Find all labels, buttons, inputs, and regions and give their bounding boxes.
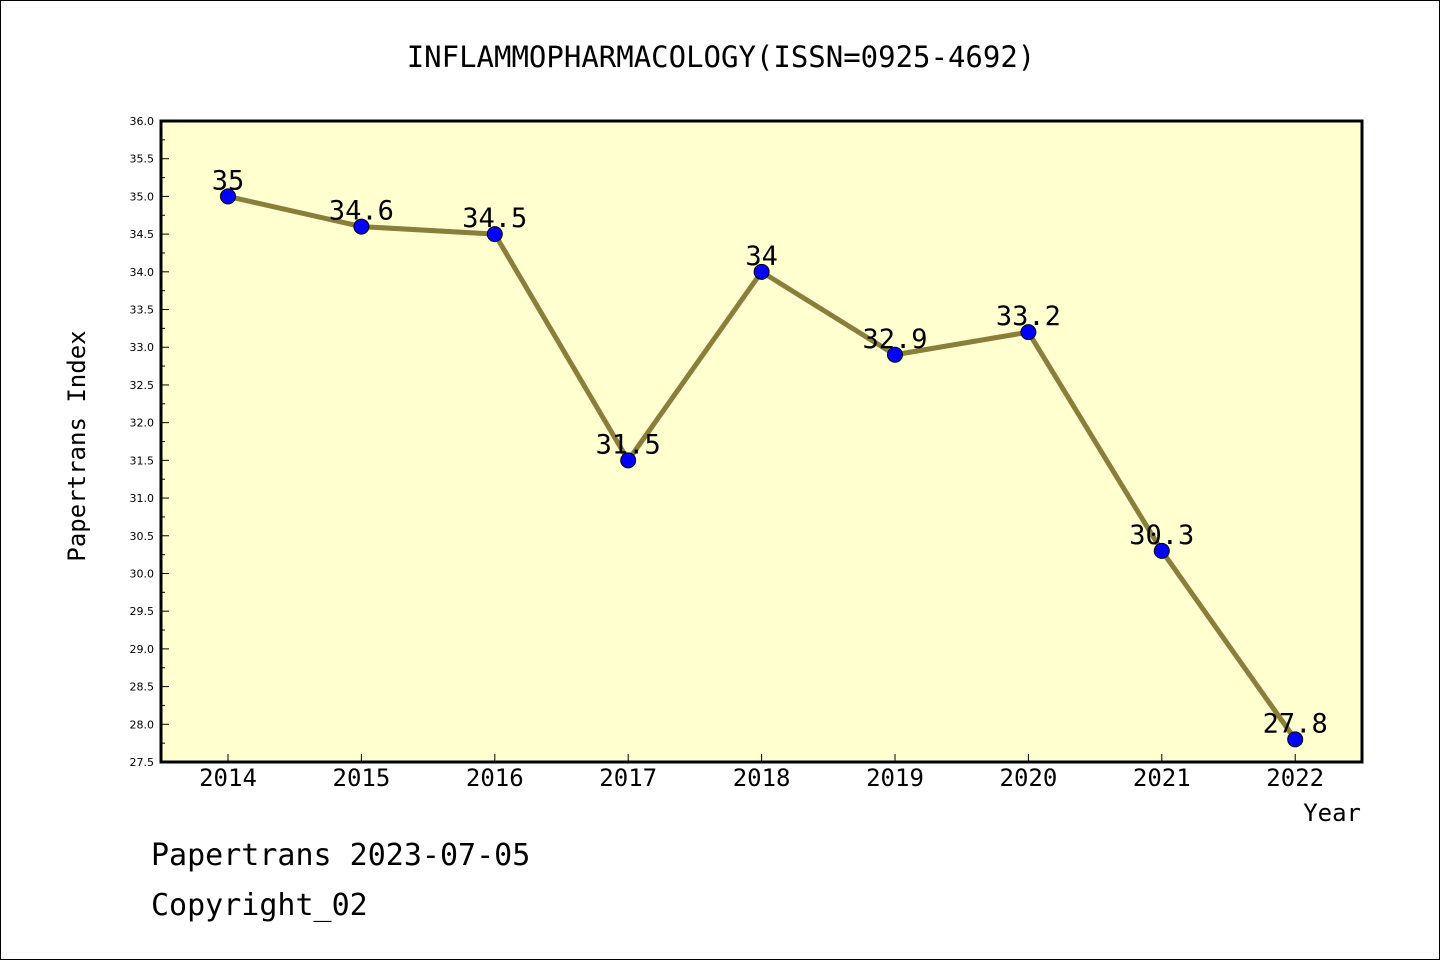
y-tick-label: 27.5 bbox=[130, 756, 155, 769]
x-axis-label: Year bbox=[1303, 799, 1361, 827]
y-axis: 27.5 28.0 28.5 29.0 29.5 30.0 30.5 31.0 31.5 32.0… bbox=[130, 115, 169, 769]
data-point bbox=[220, 188, 236, 205]
y-tick-label: 30.0 bbox=[130, 567, 155, 580]
x-tick-label: 2019 bbox=[866, 764, 924, 792]
y-tick-label: 35.0 bbox=[130, 190, 155, 203]
chart-title: INFLAMMOPHARMACOLOGY(ISSN=0925-4692) bbox=[407, 40, 1036, 74]
y-tick-label: 28.5 bbox=[130, 681, 155, 694]
point-label: 33.2 bbox=[996, 301, 1061, 332]
x-tick-label: 2017 bbox=[599, 764, 657, 792]
point-label: 30.3 bbox=[1129, 520, 1194, 551]
y-tick-label: 32.0 bbox=[130, 417, 155, 430]
data-point bbox=[1020, 324, 1037, 341]
data-point bbox=[1287, 731, 1304, 748]
point-label: 35 bbox=[212, 165, 245, 196]
y-tick-label: 31.0 bbox=[130, 492, 155, 505]
x-axis: 2014 2015 2016 2017 2018 2019 2020 2021 2022 bbox=[199, 754, 1324, 792]
y-tick-label: 33.5 bbox=[130, 304, 155, 317]
y-axis-label: Papertrans Index bbox=[63, 330, 91, 561]
y-tick-label: 34.0 bbox=[130, 266, 155, 279]
footer-copyright: Copyright_02 bbox=[151, 888, 368, 923]
data-point bbox=[486, 226, 503, 243]
y-tick-label: 34.5 bbox=[130, 228, 155, 241]
data-point bbox=[887, 346, 903, 363]
y-tick-label: 32.5 bbox=[130, 379, 155, 392]
y-tick-label: 33.0 bbox=[130, 341, 155, 354]
data-point bbox=[353, 218, 370, 235]
y-tick-label: 30.5 bbox=[130, 530, 155, 543]
x-tick-label: 2021 bbox=[1133, 764, 1191, 792]
series-markers bbox=[220, 188, 1304, 748]
point-label: 34.5 bbox=[462, 203, 527, 234]
point-label: 32.9 bbox=[862, 324, 927, 355]
point-labels: 35 34.6 34.5 31.5 34 32.9 33.2 30.3 27.8 bbox=[212, 165, 1328, 739]
x-tick-label: 2016 bbox=[466, 764, 524, 792]
point-label: 34.6 bbox=[329, 196, 394, 227]
x-tick-label: 2014 bbox=[199, 764, 257, 792]
y-tick-label: 29.5 bbox=[130, 605, 155, 618]
y-tick-label: 31.5 bbox=[130, 454, 155, 467]
data-point bbox=[620, 452, 637, 469]
y-tick-label: 28.0 bbox=[130, 718, 155, 731]
point-label: 27.8 bbox=[1263, 708, 1328, 739]
point-label: 34 bbox=[745, 241, 778, 272]
footer-date: Papertrans 2023-07-05 bbox=[151, 838, 530, 873]
data-point bbox=[753, 263, 770, 280]
y-tick-label: 35.5 bbox=[130, 153, 155, 166]
y-tick-label: 36.0 bbox=[130, 115, 155, 128]
x-tick-label: 2018 bbox=[733, 764, 791, 792]
x-tick-label: 2022 bbox=[1266, 764, 1324, 792]
y-tick-label: 29.0 bbox=[130, 643, 155, 656]
x-tick-label: 2015 bbox=[333, 764, 391, 792]
data-point bbox=[1153, 542, 1170, 559]
point-label: 31.5 bbox=[596, 429, 661, 460]
x-tick-label: 2020 bbox=[1000, 764, 1058, 792]
